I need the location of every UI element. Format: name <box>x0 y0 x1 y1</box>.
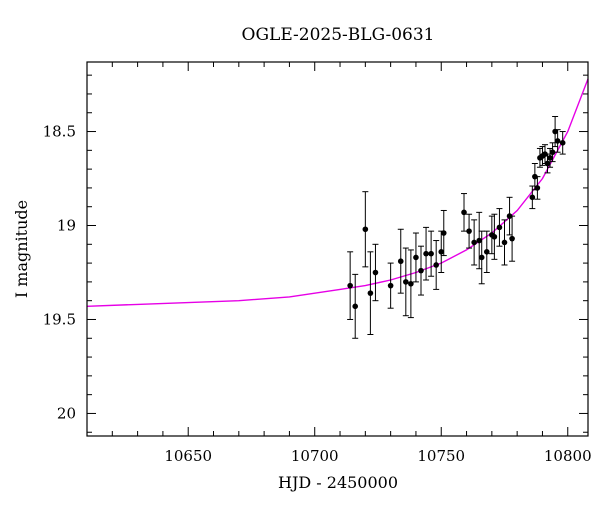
point-marker <box>440 230 447 236</box>
point-marker <box>471 239 477 246</box>
data-point <box>428 230 435 277</box>
point-marker <box>461 209 467 216</box>
plot-frame <box>86 61 589 437</box>
data-point <box>466 213 473 249</box>
point-marker <box>466 228 472 234</box>
x-tick-label: 10800 <box>544 447 592 465</box>
y-tick-label: 18.5 <box>43 123 76 141</box>
point-marker <box>387 282 394 289</box>
point-marker <box>559 140 566 146</box>
data-points <box>347 116 566 339</box>
point-marker <box>483 249 490 255</box>
point-marker <box>423 250 429 257</box>
data-point <box>496 208 503 247</box>
data-point <box>471 219 478 266</box>
data-point <box>488 215 495 255</box>
data-point <box>423 226 430 281</box>
model-curve <box>86 78 589 307</box>
x-tick-label: 10750 <box>417 447 465 465</box>
point-marker <box>509 235 515 242</box>
point-marker <box>529 194 536 201</box>
data-point <box>362 191 369 268</box>
data-point <box>440 209 447 257</box>
data-point <box>491 213 498 260</box>
point-marker <box>496 224 503 231</box>
data-point <box>547 147 554 168</box>
point-marker <box>433 262 439 268</box>
point-marker <box>491 233 498 240</box>
data-point <box>397 228 404 294</box>
point-marker <box>413 254 419 261</box>
data-point <box>367 251 374 336</box>
data-point <box>433 240 440 290</box>
data-point <box>352 273 359 339</box>
point-marker <box>352 303 359 310</box>
data-point <box>418 245 424 296</box>
x-tick-label: 10650 <box>164 447 212 465</box>
point-marker <box>428 250 434 257</box>
data-point <box>509 215 516 262</box>
point-marker <box>347 282 353 289</box>
y-tick-label: 20 <box>57 404 76 422</box>
data-point <box>549 142 556 163</box>
data-point <box>501 219 508 266</box>
data-point <box>347 251 354 320</box>
point-marker <box>362 226 369 233</box>
y-tick-label: 19 <box>57 217 76 235</box>
point-marker <box>547 155 553 161</box>
data-point <box>387 262 394 309</box>
point-marker <box>408 280 414 287</box>
data-point <box>559 131 566 155</box>
x-tick-label: 10700 <box>291 447 339 465</box>
data-point <box>476 211 483 270</box>
data-point <box>478 230 485 285</box>
point-marker <box>438 249 445 255</box>
point-marker <box>534 185 541 191</box>
point-marker <box>478 254 485 261</box>
data-point <box>438 230 445 273</box>
point-marker <box>501 239 508 246</box>
point-marker <box>397 258 404 265</box>
data-point <box>554 129 561 153</box>
chart-title: OGLE-2025-BLG-0631 <box>242 25 435 45</box>
tick-labels: 10650 10700 10750 10800 18.5 19 19.5 20 <box>43 123 592 465</box>
data-point <box>412 232 419 283</box>
data-point <box>402 247 409 317</box>
y-axis-label: I magnitude <box>12 200 31 298</box>
point-marker <box>549 149 556 156</box>
data-point <box>483 230 490 273</box>
x-axis-label: HJD - 2450000 <box>278 473 398 492</box>
point-marker <box>367 290 374 296</box>
data-point <box>407 249 414 319</box>
point-marker <box>476 237 482 244</box>
point-marker <box>372 269 379 276</box>
data-point <box>534 176 541 200</box>
data-point <box>372 243 379 302</box>
point-marker <box>403 279 409 285</box>
y-tick-label: 19.5 <box>43 310 76 328</box>
data-point <box>461 193 468 232</box>
point-marker <box>544 160 551 167</box>
point-marker <box>418 267 424 274</box>
point-marker <box>554 138 561 144</box>
axis-ticks <box>87 62 588 436</box>
